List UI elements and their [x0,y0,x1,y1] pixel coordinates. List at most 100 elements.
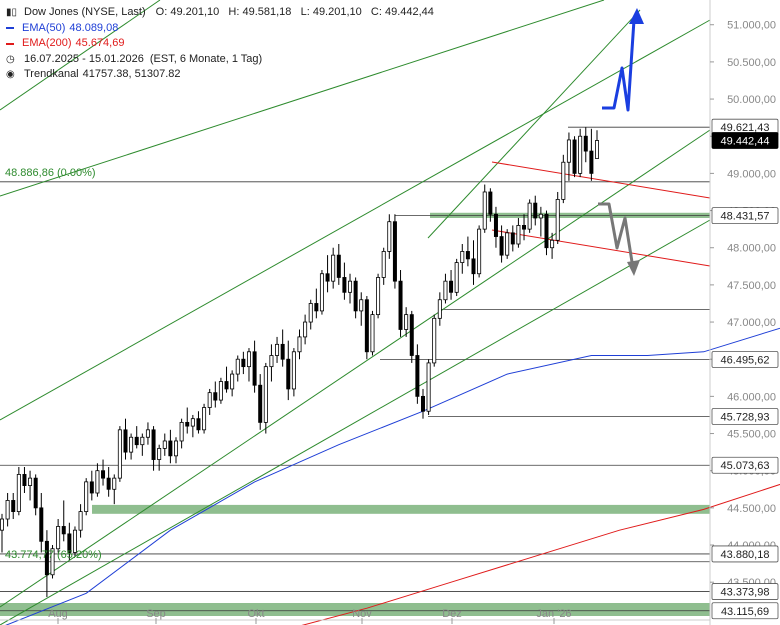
trend-channel-line [0,129,711,608]
ema200-line [301,483,780,625]
candle-body [454,262,459,293]
trend-channel-line [0,0,161,111]
legend-ema200-row: EMA(200) 45.674,69 [6,36,434,52]
channel-label: Trendkanal [24,68,79,80]
ohlc-values: O: 49.201,10 H: 49.581,18 L: 49.201,10 C… [155,6,434,18]
candle-body [241,358,246,368]
candle-body [398,280,403,330]
y-axis-label: 47.500,00 [727,280,776,292]
support-zone [0,603,710,616]
candle-body [303,321,308,338]
candle-body [22,474,27,486]
candle-body [319,273,324,312]
candle-body [179,421,184,442]
candle-body [392,221,397,282]
trend-channel-line [0,0,605,197]
legend-ema50-row: EMA(50) 48.089,08 [6,21,434,37]
price-tag-label: 46.495,62 [721,355,770,367]
candle-body [364,299,369,353]
candle-body [432,317,437,364]
price-tag-label: 49.442,44 [721,136,770,148]
candle-body [196,418,201,431]
x-axis-label: Aug [48,608,68,620]
candle-body [28,477,33,486]
candle-body [471,258,476,275]
candle-body [101,470,106,479]
candle-body [527,202,532,230]
candle-body [61,526,66,535]
candle-body [123,429,128,453]
candle-body [415,355,420,397]
price-tag-box [711,351,779,368]
y-axis-label: 46.000,00 [727,391,776,403]
price-tag: 46.495,62 [711,351,779,368]
x-axis: Aug Sep Okt Nov Dez Jan '26 [0,608,710,624]
candle-body [84,481,89,512]
y-axis-label: 45.500,00 [727,429,776,441]
candle-body [482,191,487,230]
candle-body [145,429,150,438]
trend-channel-lines [0,0,711,625]
candle-body [561,161,566,200]
candle-body [578,135,583,174]
candle-body [589,150,594,174]
candle-body [5,500,10,520]
up-arrow-head [629,8,644,24]
price-tag: 48.431,57 [711,207,779,225]
price-tag-box [711,207,779,225]
candle-body [269,355,274,368]
price-tags: 49.621,43 49.442,44 48.431,57 46.495,62 45.7… [711,118,779,620]
candle-body [252,351,257,386]
candle-body [420,395,425,412]
price-tag-label: 43.880,18 [721,549,770,561]
ema-lines [5,327,780,625]
horizontal-levels [0,126,710,612]
y-axis: 43.500,0044.000,0044.500,0045.000,0045.5… [709,0,776,625]
candle-body [572,139,577,174]
price-tag: 45.073,63 [711,456,779,474]
candle-body [230,373,235,390]
range-detail: (EST, 6 Monate, 1 Tag) [149,52,263,65]
price-tag: 43.115,69 [711,602,779,620]
trend-channel-line [0,219,711,625]
x-axis-label: Nov [352,608,372,620]
candle-icon: ▮▯ [6,7,18,18]
price-tag-label: 48.431,57 [721,211,770,223]
candle-body [359,299,364,312]
candle-body [325,273,330,282]
candle-body [331,254,336,282]
candle-body [522,225,527,230]
candle-body [348,280,353,293]
candle-body [488,191,493,215]
candle-body [460,251,465,263]
price-tag-label: 45.728,93 [721,412,770,424]
price-tag-box [711,132,779,149]
ema50-line [5,327,780,625]
candle-body [376,277,381,316]
y-axis-label: 50.500,00 [727,57,776,69]
date-range: 16.07.2025 - 15.01.2026 [24,52,144,65]
candle-body [190,418,195,427]
candle-body [370,314,375,353]
candle-body [78,511,83,531]
level-annotation: 48.886,86 (0.00%) [5,167,96,179]
candle-body [207,392,212,408]
support-zones [0,212,710,616]
candle-body [213,392,218,401]
level-annotations: 48.886,86 (0.00%) 43.774,77 (65.20%) [5,167,102,561]
candle-body [202,407,207,431]
candle-body [106,477,111,490]
candle-body [533,202,538,219]
x-axis-label: Sep [146,608,166,620]
candle-body [426,362,431,412]
clock-icon: ◷ [6,53,15,65]
candle-body [218,381,223,401]
candle-body [291,351,296,390]
target-icon: ◉ [6,69,15,80]
candle-body [185,421,190,427]
channel-values: 41757.38, 51307.82 [82,68,181,80]
candle-body [129,436,134,453]
candle-body [505,232,510,256]
trend-channel-line [427,9,641,239]
